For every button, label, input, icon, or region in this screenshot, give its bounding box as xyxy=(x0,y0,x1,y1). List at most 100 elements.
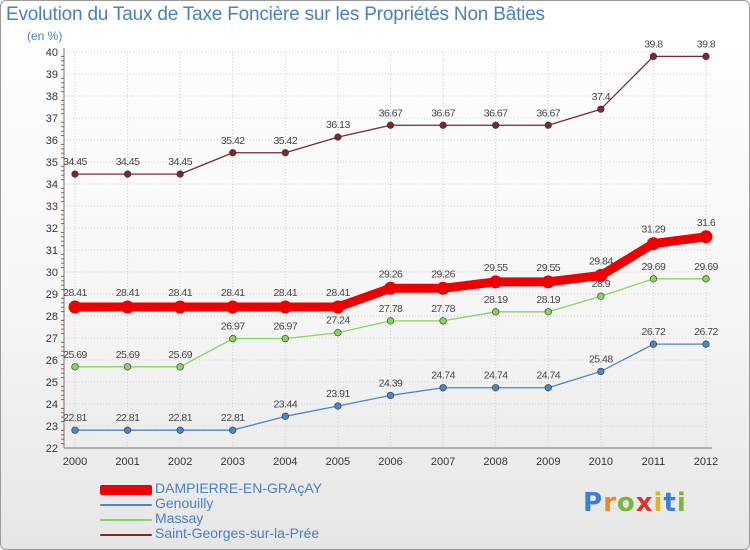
data-point-dampierre-en-gra-ay xyxy=(121,300,135,314)
data-label-genouilly: 24.74 xyxy=(484,370,508,382)
x-tick-label-2000: 2000 xyxy=(63,456,87,468)
data-label-genouilly: 24.39 xyxy=(379,377,403,389)
data-label-saint-georges-sur-la-pr-e: 36.67 xyxy=(379,107,403,119)
data-label-saint-georges-sur-la-pr-e: 36.67 xyxy=(536,107,560,119)
y-tick-label-25: 25 xyxy=(46,377,58,389)
data-point-genouilly xyxy=(544,384,552,392)
x-tick-label-2008: 2008 xyxy=(483,456,507,468)
data-label-saint-georges-sur-la-pr-e: 35.42 xyxy=(221,135,245,147)
data-label-saint-georges-sur-la-pr-e: 39.8 xyxy=(697,38,716,50)
data-label-massay: 29.69 xyxy=(642,261,666,273)
data-label-dampierre-en-gra-ay: 28.41 xyxy=(63,287,87,299)
data-point-saint-georges-sur-la-pr-e xyxy=(544,121,552,129)
data-label-massay: 29.69 xyxy=(694,261,718,273)
data-label-genouilly: 22.81 xyxy=(63,412,87,424)
data-point-massay xyxy=(439,317,447,325)
x-tick-label-2012: 2012 xyxy=(694,456,718,468)
data-label-massay: 28.19 xyxy=(536,294,560,306)
data-point-genouilly xyxy=(334,402,342,410)
x-tick-label-2011: 2011 xyxy=(642,456,666,468)
data-point-saint-georges-sur-la-pr-e xyxy=(123,170,132,178)
data-label-saint-georges-sur-la-pr-e: 37.4 xyxy=(592,91,611,103)
data-point-genouilly xyxy=(702,340,710,348)
data-label-massay: 25.69 xyxy=(168,349,192,361)
data-point-massay xyxy=(702,275,710,283)
chart-title: Evolution du Taux de Taxe Foncière sur l… xyxy=(6,4,545,25)
data-point-saint-georges-sur-la-pr-e xyxy=(229,149,237,157)
legend-swatch xyxy=(100,485,152,495)
x-tick-label-2003: 2003 xyxy=(221,456,245,468)
data-label-dampierre-en-gra-ay: 28.41 xyxy=(168,287,192,299)
y-tick-label-31: 31 xyxy=(46,245,58,257)
data-point-genouilly xyxy=(281,412,289,420)
data-point-genouilly xyxy=(176,426,184,434)
y-tick-label-40: 40 xyxy=(46,47,58,59)
data-label-dampierre-en-gra-ay: 28.41 xyxy=(273,287,297,299)
data-label-massay: 25.69 xyxy=(116,349,140,361)
x-tick-label-2007: 2007 xyxy=(431,456,455,468)
data-label-massay: 27.24 xyxy=(326,315,350,327)
y-tick-label-26: 26 xyxy=(46,355,58,367)
x-tick-label-2002: 2002 xyxy=(168,456,192,468)
data-point-massay xyxy=(176,363,184,371)
data-label-genouilly: 23.91 xyxy=(326,388,350,400)
data-point-saint-georges-sur-la-pr-e xyxy=(597,105,605,113)
data-point-massay xyxy=(71,363,79,371)
data-label-dampierre-en-gra-ay: 31.6 xyxy=(697,217,716,229)
data-point-saint-georges-sur-la-pr-e xyxy=(176,170,184,178)
data-label-saint-georges-sur-la-pr-e: 35.42 xyxy=(273,135,297,147)
data-point-dampierre-en-gra-ay xyxy=(699,230,713,244)
data-point-genouilly xyxy=(439,384,447,392)
data-point-dampierre-en-gra-ay xyxy=(278,300,292,314)
legend-label: DAMPIERRE-EN-GRAçAY xyxy=(155,480,322,496)
data-point-massay xyxy=(229,335,237,343)
proxiti-logo: Proxiti xyxy=(583,488,687,518)
data-label-massay: 25.69 xyxy=(63,349,87,361)
legend-swatch xyxy=(100,519,152,521)
data-point-saint-georges-sur-la-pr-e xyxy=(702,52,710,61)
data-label-saint-georges-sur-la-pr-e: 36.13 xyxy=(326,119,350,131)
y-tick-label-29: 29 xyxy=(46,289,58,301)
data-label-genouilly: 25.48 xyxy=(589,353,613,365)
y-tick-label-34: 34 xyxy=(46,179,58,191)
data-label-saint-georges-sur-la-pr-e: 39.8 xyxy=(644,38,663,50)
data-point-dampierre-en-gra-ay xyxy=(489,275,503,289)
y-unit-label: (en %) xyxy=(27,29,63,43)
data-label-saint-georges-sur-la-pr-e: 34.45 xyxy=(168,156,192,168)
legend-swatch xyxy=(100,504,152,506)
data-point-dampierre-en-gra-ay xyxy=(436,281,450,295)
y-tick-label-33: 33 xyxy=(46,201,58,213)
y-tick-label-36: 36 xyxy=(46,135,58,147)
data-point-genouilly xyxy=(123,426,132,434)
y-tick-label-35: 35 xyxy=(46,157,58,169)
x-tick-label-2010: 2010 xyxy=(589,456,613,468)
data-point-massay xyxy=(123,363,132,371)
data-label-genouilly: 24.74 xyxy=(536,370,560,382)
data-point-saint-georges-sur-la-pr-e xyxy=(71,170,79,178)
data-point-saint-georges-sur-la-pr-e xyxy=(492,121,500,129)
data-point-saint-georges-sur-la-pr-e xyxy=(334,133,342,141)
y-tick-label-32: 32 xyxy=(46,223,58,235)
data-label-saint-georges-sur-la-pr-e: 36.67 xyxy=(484,107,508,119)
legend-swatch xyxy=(100,534,152,536)
data-label-dampierre-en-gra-ay: 29.84 xyxy=(589,256,613,268)
data-point-massay xyxy=(386,317,395,325)
data-point-massay xyxy=(544,308,552,316)
y-tick-label-23: 23 xyxy=(46,421,58,433)
data-label-genouilly: 26.72 xyxy=(694,326,718,338)
data-point-massay xyxy=(649,275,658,283)
data-label-dampierre-en-gra-ay: 29.26 xyxy=(379,268,403,280)
data-label-dampierre-en-gra-ay: 28.41 xyxy=(221,287,245,299)
data-label-massay: 28.9 xyxy=(592,278,611,290)
data-point-dampierre-en-gra-ay xyxy=(594,269,608,283)
data-label-dampierre-en-gra-ay: 28.41 xyxy=(116,287,140,299)
data-label-massay: 26.97 xyxy=(221,321,245,333)
data-label-genouilly: 22.81 xyxy=(168,412,192,424)
legend-label: Genouilly xyxy=(155,495,214,511)
data-label-saint-georges-sur-la-pr-e: 36.67 xyxy=(431,107,455,119)
data-label-genouilly: 22.81 xyxy=(116,412,140,424)
data-label-dampierre-en-gra-ay: 28.41 xyxy=(326,287,350,299)
data-point-dampierre-en-gra-ay xyxy=(173,300,187,314)
